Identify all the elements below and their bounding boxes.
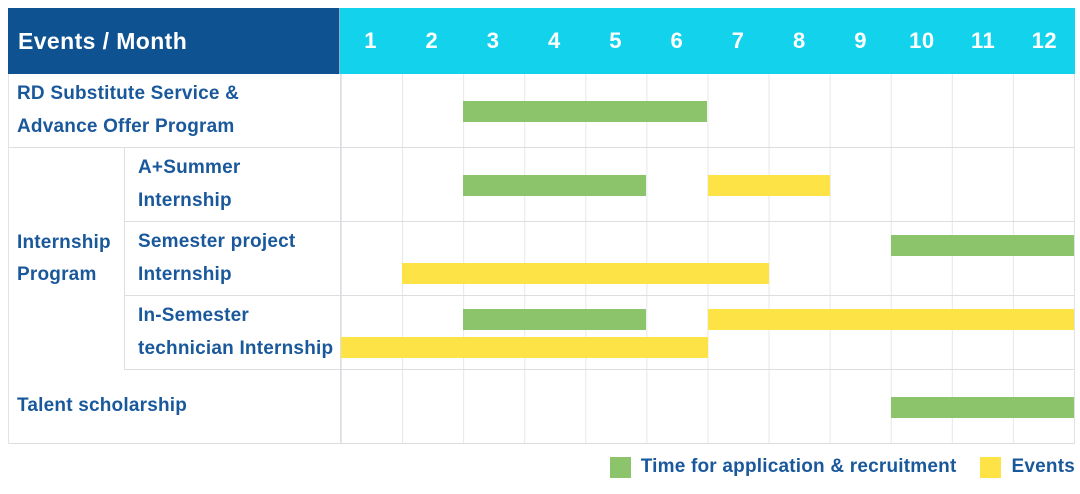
gantt-row: In-Semester technician Internship xyxy=(125,296,1074,370)
application-bar xyxy=(890,235,1074,256)
row-chart-area xyxy=(341,296,1074,369)
row-label-line: Program xyxy=(17,264,97,285)
application-swatch-icon xyxy=(609,456,631,478)
application-bar xyxy=(463,175,647,196)
row-chart-area xyxy=(341,222,1074,295)
row-label-line: Semester project xyxy=(138,231,296,253)
month-label: 8 xyxy=(793,28,806,53)
row-label-line: A+Summer xyxy=(138,157,241,179)
row-label: In-Semester technician Internship xyxy=(125,296,341,369)
gantt-row: RD Substitute Service & Advance Offer Pro… xyxy=(9,74,1074,148)
gantt-row: Semester project Internship xyxy=(125,222,1074,296)
row-label-line: Internship xyxy=(138,189,232,211)
month-label: 11 xyxy=(970,28,996,53)
row-label-line: technician Internship xyxy=(138,337,334,359)
schedule-table: Events / Month 1 2 3 4 5 6 7 8 9 10 11 12 RD Substi… xyxy=(8,8,1075,444)
month-label: 4 xyxy=(548,28,561,53)
month-label: 3 xyxy=(486,28,500,53)
month-label: 7 xyxy=(731,28,745,53)
table-header: Events / Month 1 2 3 4 5 6 7 8 9 10 11 12 xyxy=(8,8,1075,74)
row-chart-area xyxy=(341,370,1074,443)
event-bar xyxy=(707,175,830,196)
row-label-line: Advance Offer Program xyxy=(17,115,235,137)
month-label: 10 xyxy=(909,28,935,53)
row-group-label: Internship Program xyxy=(9,148,125,370)
gantt-body: RD Substitute Service & Advance Offer Pro… xyxy=(8,74,1075,444)
month-label: 2 xyxy=(425,28,439,53)
event-bar xyxy=(402,263,769,284)
gantt-row: A+Summer Internship xyxy=(125,148,1074,222)
month-label: 6 xyxy=(670,28,684,53)
month-label: 12 xyxy=(1031,28,1058,53)
gantt-row: Talent scholarship xyxy=(9,370,1074,444)
month-header-row: 1 2 3 4 5 6 7 8 9 10 11 12 xyxy=(340,8,1075,74)
row-label: Semester project Internship xyxy=(125,222,341,295)
row-label-line: RD Substitute Service & xyxy=(17,83,240,105)
row-label-line: Talent scholarship xyxy=(17,395,188,417)
event-bar xyxy=(341,337,708,358)
legend-item-application: Time for application & recruitment xyxy=(609,456,957,478)
row-chart-area xyxy=(341,148,1074,221)
row-label-line: In-Semester xyxy=(138,305,249,327)
application-bar xyxy=(890,397,1074,418)
row-label: Talent scholarship xyxy=(9,370,341,443)
row-chart-area xyxy=(341,74,1074,147)
month-label: 1 xyxy=(364,28,377,53)
application-bar xyxy=(463,309,647,330)
legend-label-events: Events xyxy=(1011,456,1075,477)
month-label: 9 xyxy=(854,28,867,53)
row-label: A+Summer Internship xyxy=(125,148,341,221)
group-rows: A+Summer Internship Semester project Intern… xyxy=(125,148,1074,370)
row-label-line: Internship xyxy=(138,263,232,285)
legend-item-events: Events xyxy=(980,456,1075,478)
events-month-header: Events / Month xyxy=(8,8,340,74)
events-swatch-icon xyxy=(980,456,1002,478)
grouped-section: Internship Program A+Summer Internship Semes… xyxy=(9,148,1074,370)
legend: Time for application & recruitment Event… xyxy=(609,456,1075,478)
legend-label-application: Time for application & recruitment xyxy=(640,456,957,477)
application-bar xyxy=(463,101,708,122)
event-bar xyxy=(707,309,1074,330)
row-label-line: Internship xyxy=(17,231,111,253)
month-label: 5 xyxy=(609,28,622,53)
row-label: RD Substitute Service & Advance Offer Pro… xyxy=(9,74,341,147)
